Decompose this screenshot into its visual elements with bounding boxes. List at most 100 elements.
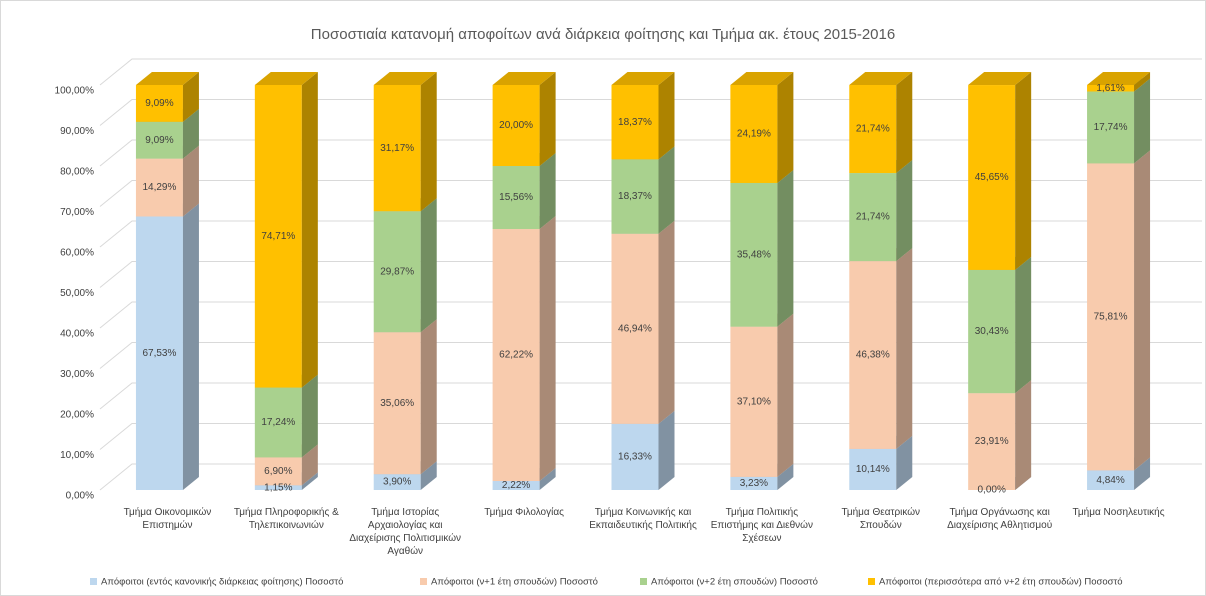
bar-side: [777, 72, 794, 183]
data-label: 18,37%: [618, 191, 652, 202]
bar-side: [420, 319, 437, 475]
data-label: 24,19%: [737, 129, 771, 140]
bar-front: [492, 229, 540, 482]
bar-front: [373, 332, 421, 475]
bar-top: [373, 72, 437, 85]
bar-front: [254, 85, 302, 388]
bar-side: [301, 472, 318, 490]
bar-front: [849, 448, 897, 490]
legend-swatch: [868, 578, 875, 585]
data-label: 14,29%: [142, 182, 176, 193]
bar-front: [730, 476, 778, 490]
data-label: 74,71%: [261, 231, 295, 242]
bar-front: [492, 85, 540, 166]
x-tick-label: Τμήμα Οργάνωσης και Διαχείρισης Αθλητισμ…: [947, 507, 1053, 531]
x-tick-label: Τμήμα Πολιτικής Επιστήμης και Διεθνών Σχ…: [710, 507, 813, 544]
x-tick-label: Τμήμα Κοινωνικής και Εκπαιδευτικής Πολιτ…: [589, 507, 697, 531]
bar-top: [611, 71, 675, 85]
bar-front: [611, 159, 659, 234]
y-tick-label: 80,00%: [60, 167, 94, 178]
x-tick-label: Τμήμα Οικονομικών Επιστημών: [123, 507, 212, 531]
bar-side: [658, 146, 675, 234]
bar-side: [539, 153, 556, 230]
y-tick-label: 40,00%: [60, 329, 94, 340]
bar-front: [730, 182, 778, 327]
data-label: 30,43%: [975, 326, 1009, 337]
grid-line: [99, 463, 1202, 491]
data-label: 37,10%: [737, 396, 771, 407]
grid-line: [99, 261, 1202, 288]
y-tick-label: 50,00%: [60, 288, 94, 299]
grid-line: [99, 423, 1202, 450]
bar-side: [658, 410, 675, 490]
bar-side: [420, 198, 437, 333]
bar-front: [254, 387, 302, 458]
data-label: 4,84%: [1096, 475, 1124, 486]
bar-front: [254, 485, 302, 490]
data-label: 16,33%: [618, 452, 652, 463]
bar-front: [135, 158, 183, 217]
bar-front: [135, 121, 183, 159]
grid-line: [99, 382, 1202, 410]
data-label: 18,37%: [618, 117, 652, 128]
bar-side: [301, 374, 318, 458]
data-label: 29,87%: [380, 266, 414, 277]
bar-side: [1015, 256, 1032, 394]
grid-line: [99, 139, 1202, 167]
bar-front: [968, 85, 1016, 270]
chart-title: Ποσοστιαία κατανομή αποφοίτων ανά διάρκε…: [311, 26, 895, 43]
bar-side: [777, 169, 794, 327]
bar-front: [730, 85, 778, 183]
bar-side: [896, 160, 913, 262]
bar-top: [1087, 72, 1151, 85]
data-label: 1,61%: [1096, 83, 1124, 94]
bar-top: [849, 72, 913, 85]
data-label: 31,17%: [380, 143, 414, 154]
bar-side: [1134, 457, 1151, 490]
bar-side: [420, 461, 437, 490]
bar-front: [849, 261, 897, 449]
data-label: 17,74%: [1094, 122, 1128, 133]
bar-side: [896, 248, 913, 449]
bar-side: [301, 444, 318, 486]
bar-top: [730, 72, 794, 85]
bar-side: [1134, 78, 1151, 164]
data-label: 3,23%: [740, 478, 768, 489]
y-tick-label: 30,00%: [60, 369, 94, 380]
bar-front: [373, 85, 421, 212]
y-tick-label: 20,00%: [60, 410, 94, 421]
y-tick-label: 70,00%: [60, 207, 94, 218]
x-tick-label: Τμήμα Θεατρικών Σπουδών: [841, 507, 921, 531]
bar-front: [1087, 163, 1135, 471]
x-tick-label: Τμήμα Πληροφορικής & Τηλεπικοινωνιών: [233, 507, 339, 531]
data-label: 6,90%: [264, 466, 292, 477]
data-label: 15,56%: [499, 192, 533, 203]
data-label: 21,74%: [856, 124, 890, 135]
data-label: 46,38%: [856, 350, 890, 361]
bar-top: [492, 72, 556, 85]
data-label: 0,00%: [977, 485, 1005, 496]
bar-side: [658, 71, 675, 160]
legend-label: Απόφοιτοι (περισσότερα από ν+2 έτη σπουδ…: [879, 577, 1123, 588]
legend-swatch: [420, 578, 427, 585]
bar-front: [135, 85, 183, 122]
legend-label: Απόφοιτοι (ν+1 έτη σπουδών) Ποσοστό: [431, 577, 598, 588]
data-label: 17,24%: [261, 417, 295, 428]
grid-line: [99, 342, 1202, 369]
bar-front: [373, 211, 421, 333]
data-label: 9,09%: [145, 98, 173, 109]
grid-line: [99, 58, 1202, 86]
bar-front: [968, 393, 1016, 490]
bar-front: [611, 84, 659, 160]
legend-label: Απόφοιτοι (ν+2 έτη σπουδών) Ποσοστό: [651, 577, 818, 588]
data-label: 67,53%: [142, 348, 176, 359]
data-label: 1,15%: [264, 482, 292, 493]
bar-front: [1087, 85, 1135, 92]
data-label: 45,65%: [975, 172, 1009, 183]
data-label: 3,90%: [383, 477, 411, 488]
bar-side: [896, 435, 913, 490]
y-tick-label: 60,00%: [60, 248, 94, 259]
data-label: 75,81%: [1094, 312, 1128, 323]
bar-side: [777, 463, 794, 490]
